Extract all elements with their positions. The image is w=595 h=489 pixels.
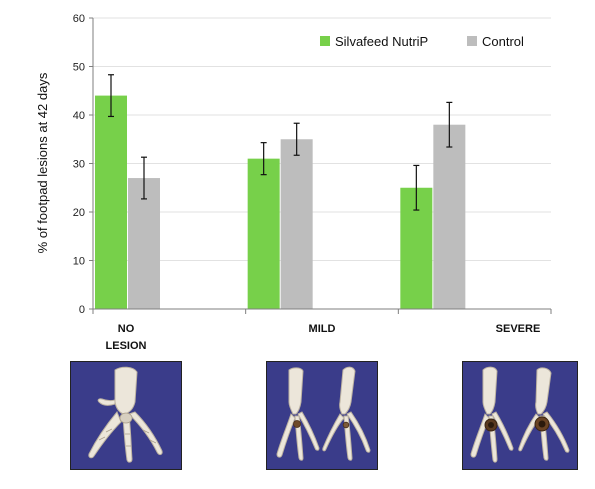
axes: 0 10 20 30 40 50 60 [73, 13, 552, 316]
category-label-severe: SEVERE [495, 323, 541, 335]
y-tick-label: 60 [73, 13, 85, 25]
bars [95, 95, 466, 309]
bar-chart: 0 10 20 30 40 50 60 Silvafeed NutriP Control % … [35, 13, 552, 316]
y-tick-label: 40 [73, 110, 85, 122]
bar-control-severe [433, 124, 466, 309]
gridlines [93, 17, 551, 261]
mild-lesion-feet-photo [266, 361, 378, 470]
y-tick-label: 50 [73, 62, 85, 74]
legend-swatch-control [467, 36, 477, 46]
legend-swatch-silvafeed-nutrip [320, 36, 330, 46]
legend-label-control: Control [482, 34, 524, 49]
bar-control-mild [280, 139, 313, 309]
y-tick-label: 10 [73, 256, 85, 268]
bar-silvafeed-nutrip-no-lesion [95, 95, 127, 309]
severe-lesion-feet-photo [462, 361, 578, 470]
category-label-no-lesion: NO LESION [105, 323, 147, 352]
bar-control-no-lesion [128, 178, 160, 309]
error-bars [108, 74, 453, 211]
y-axis-label: % of footpad lesions at 42 days [35, 72, 50, 253]
y-tick-label: 0 [79, 304, 85, 316]
legend: Silvafeed NutriP Control [320, 34, 524, 49]
legend-label-silvafeed-nutrip: Silvafeed NutriP [335, 34, 428, 49]
category-label-mild: MILD [308, 323, 336, 335]
healthy-foot-photo [70, 361, 182, 470]
y-tick-label: 20 [73, 207, 85, 219]
y-tick-label: 30 [73, 159, 85, 171]
bar-silvafeed-nutrip-mild [247, 158, 280, 309]
